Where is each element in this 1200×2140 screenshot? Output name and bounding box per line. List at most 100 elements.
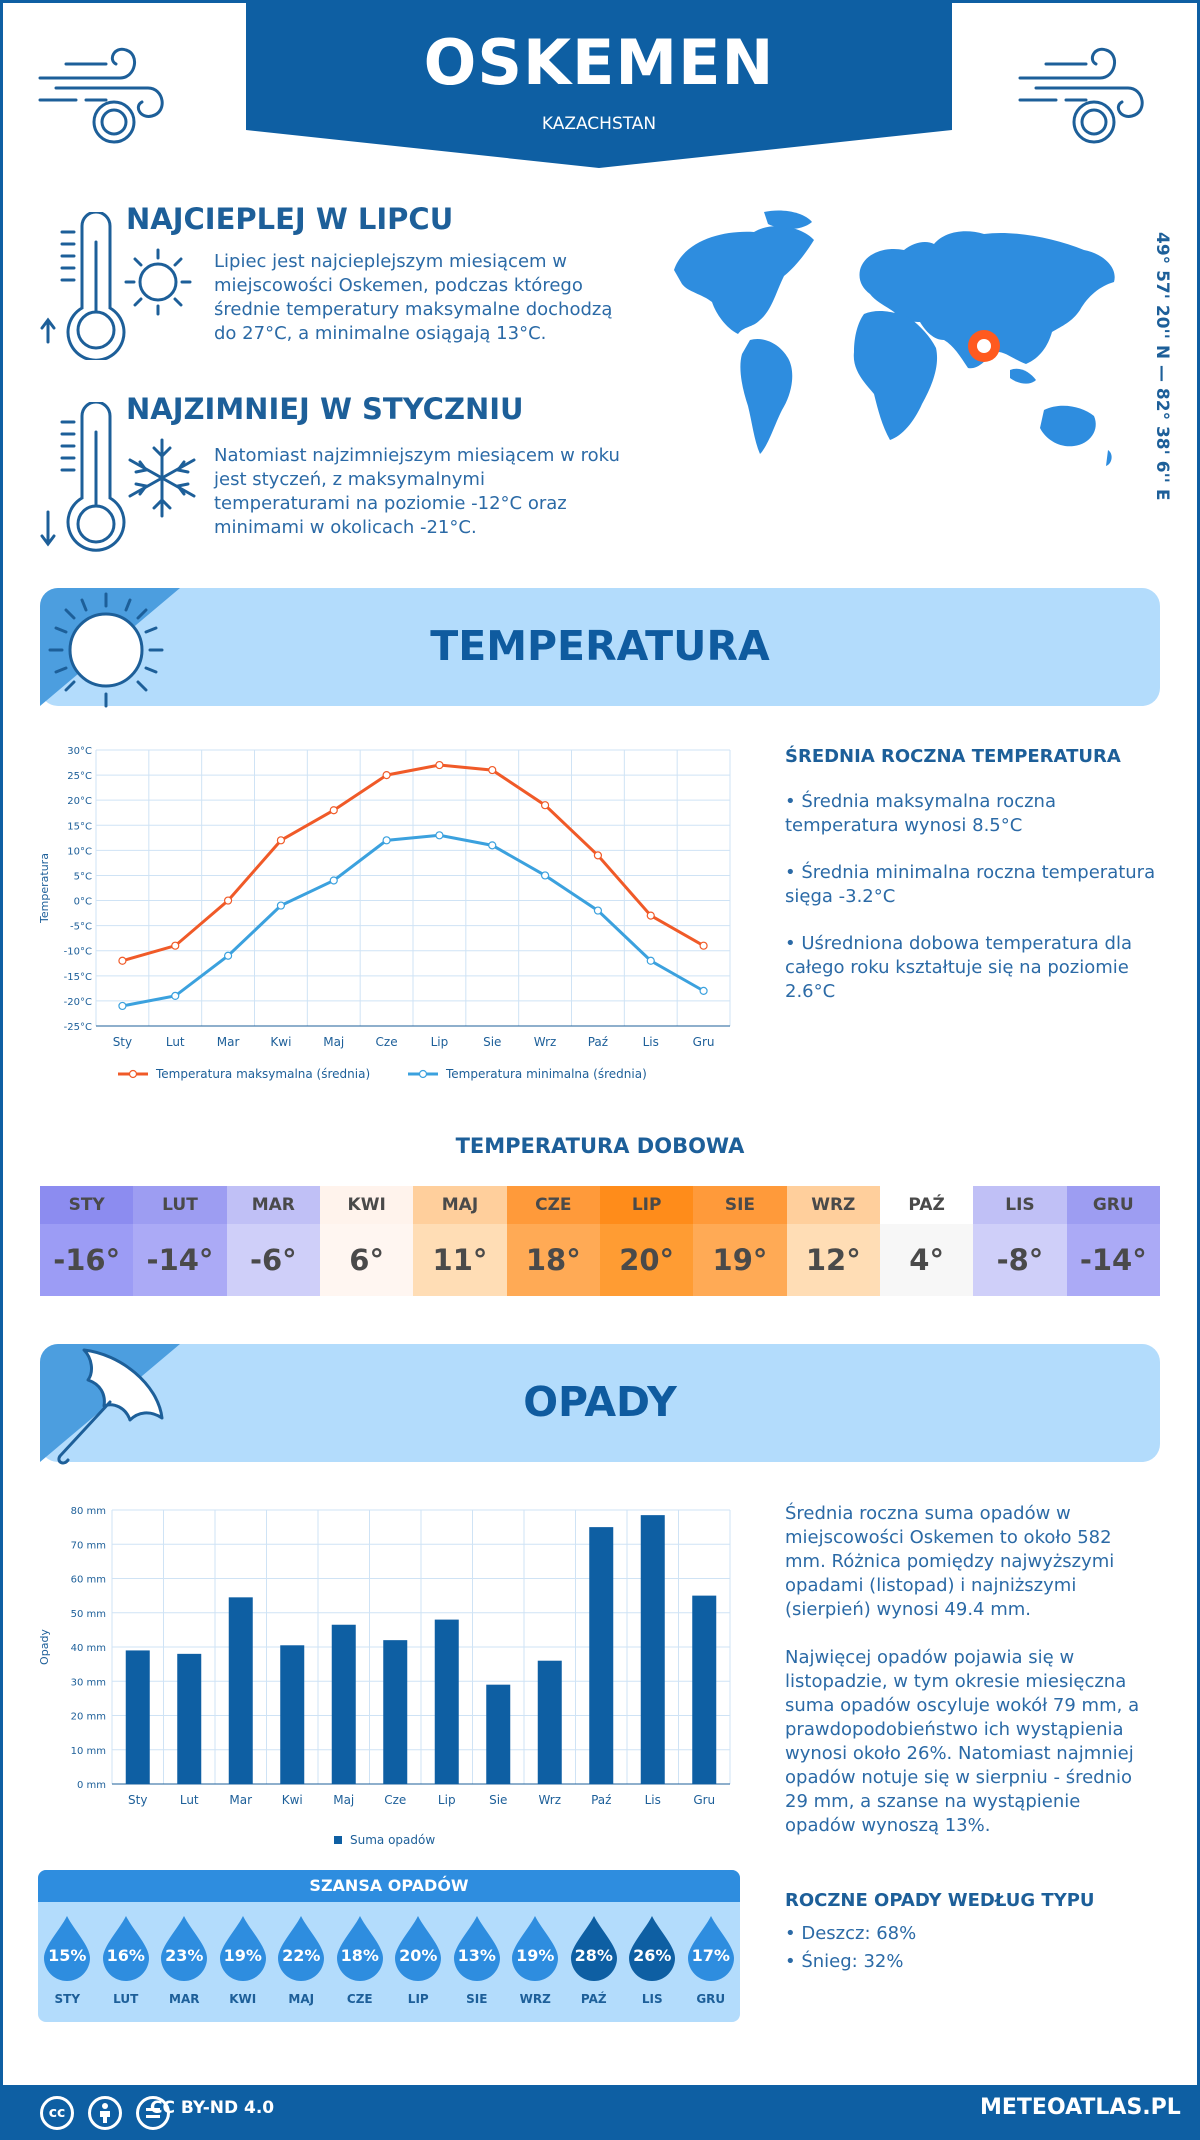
precip-type-title: ROCZNE OPADY WEDŁUG TYPU xyxy=(785,1890,1095,1911)
x-tick-label: Sty xyxy=(128,1793,147,1807)
precip-bar xyxy=(486,1684,511,1784)
daily-temp-month: MAJ xyxy=(413,1186,507,1224)
x-tick-label: Cze xyxy=(376,1035,398,1049)
daily-temp-column: WRZ 12° xyxy=(786,1186,880,1296)
max-temp-point xyxy=(223,896,233,905)
y-tick-label: 25°C xyxy=(67,771,92,782)
daily-temp-column: KWI 6° xyxy=(319,1186,414,1296)
precip-chance-value: 19% xyxy=(516,1946,555,1965)
max-temp-point xyxy=(593,851,603,860)
header-banner xyxy=(246,0,952,168)
license-label: CC BY-ND 4.0 xyxy=(150,2098,275,2118)
precip-bar xyxy=(125,1650,150,1784)
raindrop-icon xyxy=(161,1916,208,1981)
precip-chance-month: LUT xyxy=(113,1992,139,2006)
daily-temp-table: STY -16° LUT -14° MAR -6° KWI 6° MAJ 11° CZE 18° LIP… xyxy=(40,1186,1160,1296)
precip-chance-month: SIE xyxy=(466,1992,488,2006)
daily-temp-column: MAR -6° xyxy=(226,1186,320,1296)
precip-bar xyxy=(434,1619,459,1784)
x-tick-label: Lis xyxy=(643,1035,659,1049)
precip-bar xyxy=(177,1653,202,1784)
legend-marker xyxy=(334,1836,342,1844)
x-tick-label: Wrz xyxy=(538,1793,561,1807)
precip-chance-month: CZE xyxy=(346,1992,373,2006)
precip-chance-month: GRU xyxy=(696,1992,726,2006)
min-temp-point xyxy=(276,901,286,910)
daily-temp-value: 12° xyxy=(786,1224,880,1296)
y-tick-label: 20 mm xyxy=(71,1712,106,1723)
precip-chance-month: LIS xyxy=(641,1992,663,2006)
precip-chance-month: STY xyxy=(54,1992,81,2006)
daily-temp-month: PAŹ xyxy=(879,1186,974,1224)
min-temp-point xyxy=(382,836,391,845)
y-tick-label: -5°C xyxy=(70,922,92,933)
daily-temp-value: 20° xyxy=(599,1224,694,1296)
attribution-icon xyxy=(88,2096,122,2130)
raindrop-icon xyxy=(219,1916,266,1981)
umbrella-icon xyxy=(57,1348,164,1465)
precip-chance-month: KWI xyxy=(229,1992,257,2006)
daily-temp-month: STY xyxy=(40,1186,134,1224)
min-temp-point xyxy=(593,906,603,915)
annual-temp-title: ŚREDNIA ROCZNA TEMPERATURA xyxy=(785,746,1121,767)
wind-icon-right xyxy=(1018,47,1144,144)
wind-icon-left xyxy=(38,47,164,144)
precip-bar xyxy=(692,1595,717,1784)
temperature-title: TEMPERATURA xyxy=(430,622,770,670)
daily-temp-value: 11° xyxy=(413,1224,507,1296)
raindrop-icon xyxy=(44,1916,91,1981)
country-label: KAZACHSTAN xyxy=(541,114,657,134)
daily-temp-value: 6° xyxy=(319,1224,414,1296)
precip-chance-month: LIP xyxy=(407,1992,429,2006)
precip-chance-month: WRZ xyxy=(519,1992,551,2006)
precip-chance-value: 22% xyxy=(282,1946,321,1965)
min-temp-point xyxy=(329,876,338,885)
precip-bar xyxy=(537,1660,562,1784)
y-tick-label: 70 mm xyxy=(71,1540,106,1551)
precip-paragraph-2: Najwięcej opadów pojawia się w listopadz… xyxy=(785,1647,1140,1836)
y-tick-label: -20°C xyxy=(64,997,92,1008)
daily-temp-month: CZE xyxy=(506,1186,600,1224)
x-tick-label: Kwi xyxy=(282,1793,303,1807)
y-tick-label: 30 mm xyxy=(71,1677,106,1688)
coordinates-wrap: 49° 57' 20'' N — 82° 38' 6'' E xyxy=(1146,232,1176,501)
x-tick-label: Sie xyxy=(483,1035,501,1049)
x-tick-label: Kwi xyxy=(270,1035,291,1049)
daily-temp-value: -16° xyxy=(40,1224,134,1296)
daily-temp-month: MAR xyxy=(226,1186,320,1224)
y-tick-label: -10°C xyxy=(64,947,92,958)
y-tick-label: 80 mm xyxy=(71,1506,106,1517)
raindrop-icon xyxy=(336,1916,383,1981)
precip-chance-value: 20% xyxy=(399,1946,438,1965)
precip-type-rain: • Deszcz: 68% xyxy=(785,1923,917,1944)
coldest-title: NAJZIMNIEJ W STYCZNIU xyxy=(126,392,524,426)
daily-temp-column: PAŹ 4° xyxy=(879,1186,974,1296)
min-temp-point xyxy=(435,831,444,840)
raindrop-icon xyxy=(453,1916,500,1981)
precip-paragraph-1: Średnia roczna suma opadów w miejscowośc… xyxy=(785,1503,1115,1620)
footer-bar xyxy=(0,2085,1200,2140)
annual-temp-bullet-3: • Uśredniona dobowa temperatura dla całe… xyxy=(785,933,1133,1002)
precip-chance-value: 17% xyxy=(691,1946,730,1965)
thermometer-snowflake-icon xyxy=(40,402,196,552)
x-tick-label: Lip xyxy=(431,1035,449,1049)
daily-temp-column: LUT -14° xyxy=(133,1186,227,1296)
coldest-text: Natomiast najzimniejszym miesiącem w rok… xyxy=(214,445,620,538)
max-temp-point xyxy=(435,760,444,770)
precip-chance-title: SZANSA OPADÓW xyxy=(38,1870,740,1902)
daily-temp-value: 4° xyxy=(879,1224,974,1296)
precip-chance-value: 23% xyxy=(165,1946,204,1965)
x-tick-label: Lut xyxy=(166,1035,185,1049)
daily-temp-value: -8° xyxy=(973,1224,1067,1296)
precip-bar xyxy=(331,1624,356,1784)
y-axis-label: Temperatura xyxy=(38,853,51,924)
x-tick-label: Sty xyxy=(113,1035,132,1049)
daily-temp-month: LUT xyxy=(133,1186,227,1224)
precip-type-snow: • Śnieg: 32% xyxy=(785,1951,904,1972)
site-link[interactable]: METEOATLAS.PL xyxy=(980,2095,1181,2120)
precip-chance-value: 15% xyxy=(48,1946,87,1965)
max-temp-point xyxy=(382,770,391,780)
x-tick-label: Paź xyxy=(591,1793,611,1807)
x-tick-label: Lis xyxy=(645,1793,661,1807)
daily-temp-column: GRU -14° xyxy=(1066,1186,1160,1296)
